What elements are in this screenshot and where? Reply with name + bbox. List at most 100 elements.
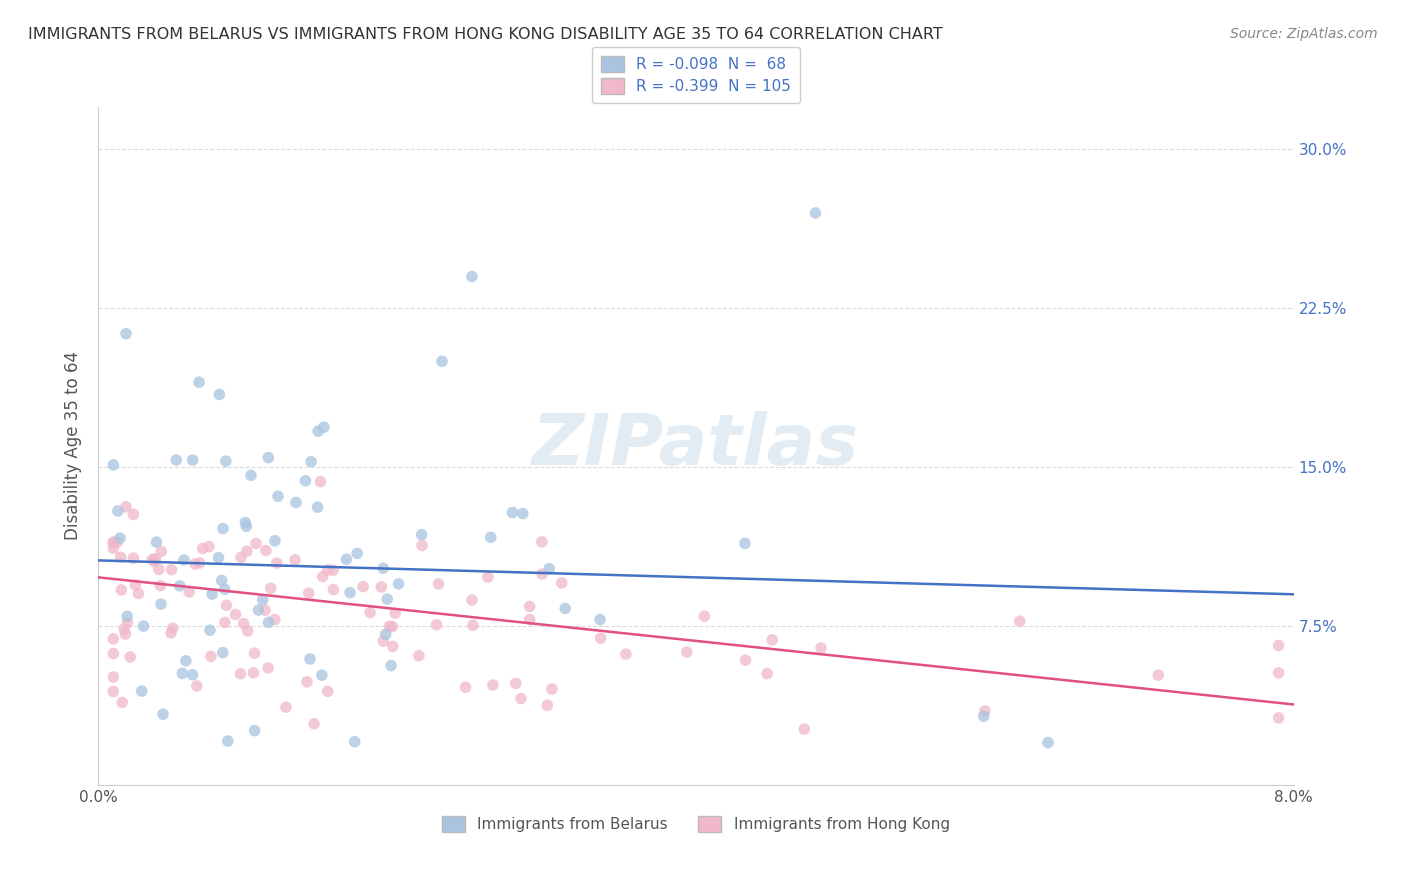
Immigrants from Hong Kong: [162, 621, 184, 635]
Immigrants from Hong Kong: [242, 665, 264, 680]
Immigrants from Belarus: [165, 453, 187, 467]
Immigrants from Belarus: [103, 458, 125, 472]
Immigrants from Hong Kong: [384, 606, 406, 620]
Text: ZIPatlas: ZIPatlas: [533, 411, 859, 481]
Immigrants from Hong Kong: [117, 615, 139, 630]
Immigrants from Hong Kong: [1267, 665, 1289, 680]
Immigrants from Belarus: [346, 546, 368, 560]
Immigrants from Hong Kong: [103, 535, 125, 549]
Immigrants from Hong Kong: [114, 627, 136, 641]
Immigrants from Belarus: [212, 522, 235, 536]
Immigrants from Hong Kong: [373, 634, 395, 648]
Immigrants from Hong Kong: [614, 647, 637, 661]
Immigrants from Belarus: [174, 654, 197, 668]
Immigrants from Belarus: [131, 684, 153, 698]
Immigrants from Hong Kong: [191, 541, 214, 556]
Immigrants from Hong Kong: [111, 695, 134, 709]
Immigrants from Belarus: [461, 269, 484, 284]
Immigrants from Belarus: [214, 582, 236, 597]
Immigrants from Hong Kong: [381, 640, 404, 654]
Immigrants from Hong Kong: [974, 704, 997, 718]
Immigrants from Hong Kong: [110, 582, 132, 597]
Immigrants from Belarus: [172, 666, 194, 681]
Immigrants from Hong Kong: [110, 550, 132, 565]
Immigrants from Hong Kong: [124, 578, 146, 592]
Immigrants from Hong Kong: [693, 609, 716, 624]
Immigrants from Belarus: [538, 562, 561, 576]
Immigrants from Hong Kong: [1147, 668, 1170, 682]
Immigrants from Belarus: [267, 489, 290, 503]
Immigrants from Belarus: [430, 354, 453, 368]
Immigrants from Hong Kong: [145, 551, 167, 566]
Immigrants from Hong Kong: [254, 603, 277, 617]
Immigrants from Belarus: [215, 454, 238, 468]
Immigrants from Belarus: [108, 531, 131, 545]
Immigrants from Belarus: [285, 495, 308, 509]
Immigrants from Hong Kong: [274, 700, 297, 714]
Immigrants from Belarus: [512, 507, 534, 521]
Immigrants from Belarus: [307, 424, 329, 438]
Immigrants from Belarus: [374, 627, 396, 641]
Immigrants from Hong Kong: [229, 550, 252, 565]
Immigrants from Hong Kong: [454, 680, 477, 694]
Immigrants from Hong Kong: [793, 722, 815, 736]
Text: Source: ZipAtlas.com: Source: ZipAtlas.com: [1230, 27, 1378, 41]
Immigrants from Belarus: [1036, 735, 1059, 749]
Immigrants from Hong Kong: [370, 580, 392, 594]
Immigrants from Belarus: [311, 668, 333, 682]
Immigrants from Hong Kong: [150, 544, 173, 558]
Immigrants from Belarus: [152, 707, 174, 722]
Immigrants from Hong Kong: [536, 698, 558, 713]
Immigrants from Belarus: [243, 723, 266, 738]
Immigrants from Hong Kong: [127, 587, 149, 601]
Immigrants from Hong Kong: [589, 632, 612, 646]
Immigrants from Belarus: [239, 468, 262, 483]
Immigrants from Hong Kong: [482, 678, 505, 692]
Immigrants from Hong Kong: [103, 647, 125, 661]
Immigrants from Hong Kong: [551, 576, 574, 591]
Immigrants from Hong Kong: [122, 551, 145, 566]
Immigrants from Belarus: [375, 592, 398, 607]
Immigrants from Belarus: [252, 592, 274, 607]
Immigrants from Belarus: [107, 504, 129, 518]
Immigrants from Hong Kong: [214, 615, 236, 630]
Immigrants from Hong Kong: [425, 617, 447, 632]
Immigrants from Hong Kong: [245, 536, 267, 550]
Immigrants from Hong Kong: [359, 606, 381, 620]
Immigrants from Belarus: [501, 505, 523, 519]
Immigrants from Belarus: [132, 619, 155, 633]
Immigrants from Hong Kong: [243, 646, 266, 660]
Immigrants from Hong Kong: [103, 541, 125, 556]
Immigrants from Hong Kong: [311, 569, 333, 583]
Text: IMMIGRANTS FROM BELARUS VS IMMIGRANTS FROM HONG KONG DISABILITY AGE 35 TO 64 COR: IMMIGRANTS FROM BELARUS VS IMMIGRANTS FR…: [28, 27, 943, 42]
Immigrants from Hong Kong: [215, 599, 238, 613]
Immigrants from Hong Kong: [1267, 639, 1289, 653]
Immigrants from Hong Kong: [103, 536, 125, 550]
Immigrants from Hong Kong: [257, 661, 280, 675]
Immigrants from Hong Kong: [756, 666, 779, 681]
Immigrants from Belarus: [257, 450, 280, 465]
Immigrants from Hong Kong: [112, 622, 135, 636]
Immigrants from Belarus: [299, 455, 322, 469]
Immigrants from Belarus: [554, 601, 576, 615]
Immigrants from Hong Kong: [408, 648, 430, 663]
Immigrants from Belarus: [479, 530, 502, 544]
Immigrants from Belarus: [264, 533, 287, 548]
Immigrants from Belarus: [145, 535, 167, 549]
Immigrants from Hong Kong: [477, 570, 499, 584]
Immigrants from Hong Kong: [302, 716, 325, 731]
Immigrants from Hong Kong: [143, 554, 166, 568]
Immigrants from Belarus: [208, 387, 231, 401]
Immigrants from Hong Kong: [298, 586, 321, 600]
Immigrants from Hong Kong: [284, 553, 307, 567]
Immigrants from Hong Kong: [519, 613, 541, 627]
Immigrants from Hong Kong: [103, 632, 125, 646]
Immigrants from Hong Kong: [229, 666, 252, 681]
Immigrants from Hong Kong: [461, 618, 484, 632]
Immigrants from Belarus: [211, 646, 233, 660]
Immigrants from Hong Kong: [103, 684, 125, 698]
Immigrants from Belarus: [734, 536, 756, 550]
Immigrants from Belarus: [188, 375, 211, 389]
Immigrants from Belarus: [294, 474, 316, 488]
Immigrants from Belarus: [373, 561, 395, 575]
